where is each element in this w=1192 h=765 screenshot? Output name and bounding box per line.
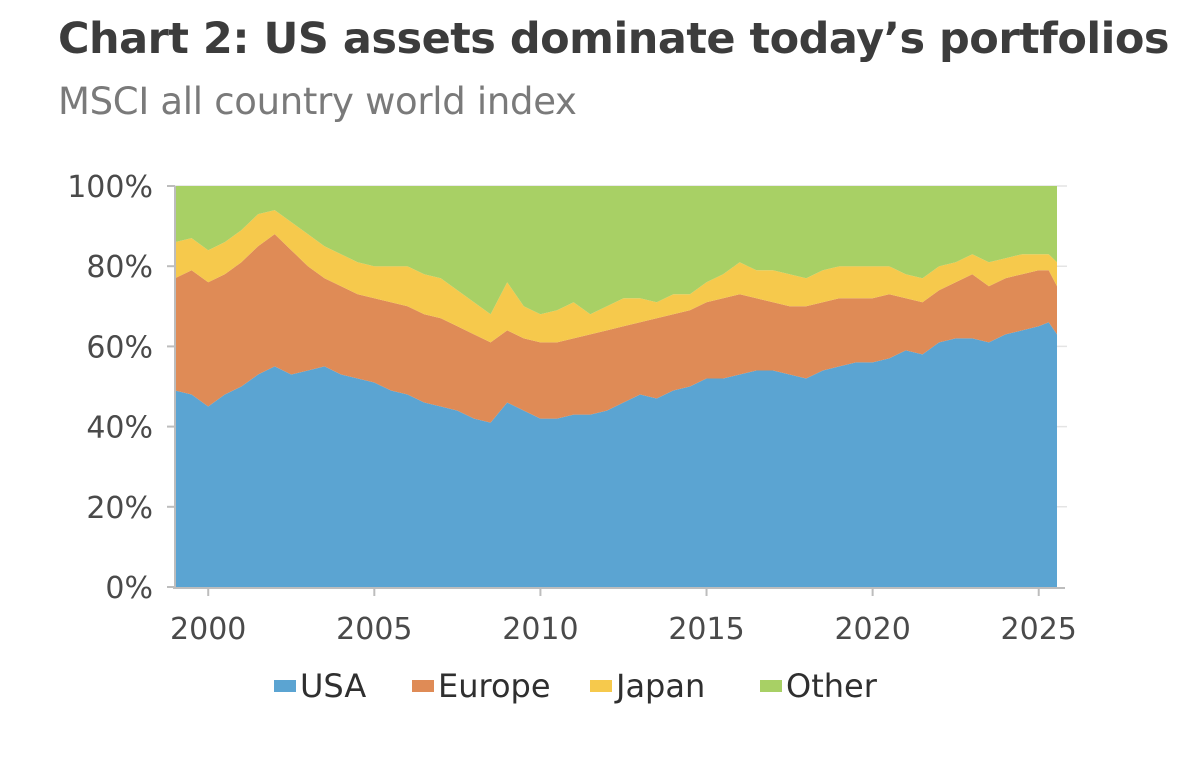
legend-swatch-usa (274, 680, 296, 692)
y-tick-label-60pct: 60% (86, 330, 153, 365)
y-tick-label-0pct: 0% (105, 571, 153, 606)
area-japan (175, 210, 1057, 343)
area-usa (175, 322, 1057, 587)
y-tick-label-20pct: 20% (86, 491, 153, 526)
x-tick-label-2015: 2015 (668, 612, 744, 647)
legend-label-europe: Europe (438, 667, 551, 705)
area-other (175, 186, 1057, 315)
legend-swatch-europe (412, 680, 434, 692)
x-tick-label-2010: 2010 (502, 612, 578, 647)
x-tick-label-2000: 2000 (170, 612, 246, 647)
legend-layer: USA Europe Japan Other (274, 667, 878, 705)
legend-label-other: Other (786, 667, 878, 705)
y-tick-label-80pct: 80% (86, 250, 153, 285)
y-tick-label-100pct: 100% (67, 170, 153, 205)
legend-swatch-other (760, 680, 782, 692)
x-tick-label-2025: 2025 (1001, 612, 1077, 647)
axis-layer: 0% 20% 40% 60% 80% 100% 2000 2005 2010 2015 2020 20… (67, 170, 1077, 647)
area-europe (175, 234, 1057, 423)
y-tick-label-40pct: 40% (86, 411, 153, 446)
chart-subtitle: MSCI all country world index (58, 80, 577, 123)
legend-swatch-japan (590, 680, 612, 692)
chart-title: Chart 2: US assets dominate today’s port… (58, 14, 1169, 64)
legend-label-usa: USA (300, 667, 366, 705)
x-tick-label-2020: 2020 (834, 612, 910, 647)
legend-label-japan: Japan (614, 667, 705, 705)
x-tick-label-2005: 2005 (336, 612, 412, 647)
area-layer (175, 186, 1057, 587)
